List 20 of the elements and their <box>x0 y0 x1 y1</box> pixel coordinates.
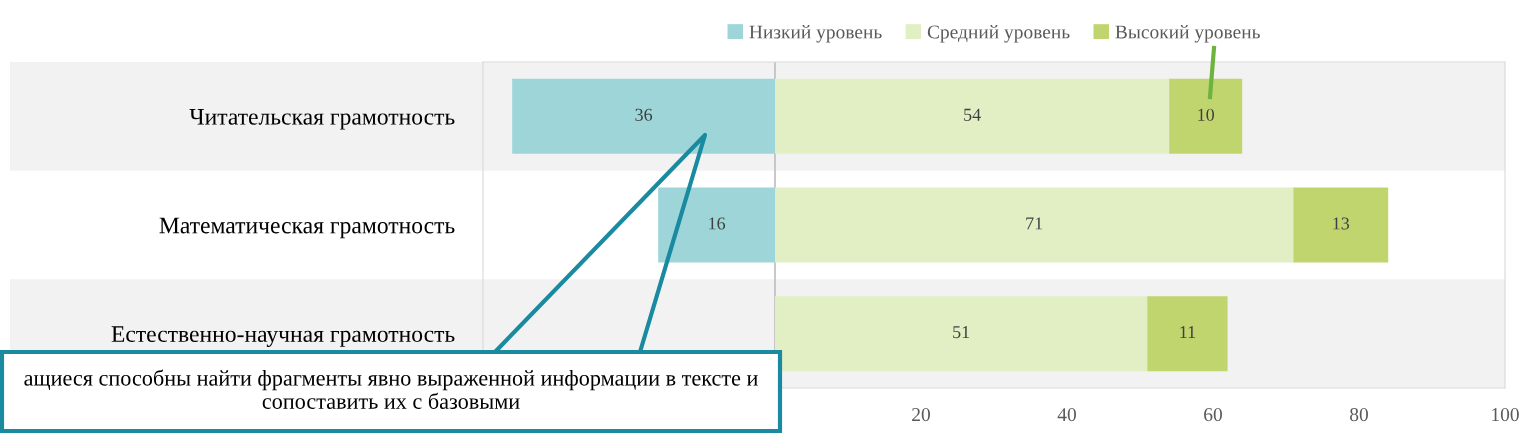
legend-label: Средний уровень <box>927 25 1070 43</box>
annotation: ащиеся способны найти фрагменты явно выраженной информации в тексте и сопоставить их с базовыми <box>24 369 758 409</box>
x-tick-label: 20 <box>912 408 930 422</box>
legend-label: Низкий уровень <box>749 25 882 43</box>
data-label: 11 <box>1180 326 1196 339</box>
data-label: 71 <box>1026 217 1043 230</box>
x-tick-label: 80 <box>1350 408 1368 422</box>
y-tick-label: Математическая грамотность <box>159 217 455 239</box>
data-label: 16 <box>709 217 726 230</box>
x-tick-label: 100 <box>1492 408 1519 422</box>
x-tick-label: 40 <box>1057 408 1076 422</box>
data-label: 10 <box>1198 108 1215 121</box>
y-tick-label: Естественно-научная грамотность <box>111 326 455 347</box>
data-label: 36 <box>635 108 653 121</box>
legend-label: Высокий уровень <box>1115 25 1260 43</box>
data-label: 13 <box>1333 217 1350 230</box>
data-label: 51 <box>953 326 970 339</box>
x-tick-label: 60 <box>1204 408 1222 422</box>
y-tick-label: Читательская грамотность <box>189 109 455 130</box>
data-label: 54 <box>964 108 981 121</box>
